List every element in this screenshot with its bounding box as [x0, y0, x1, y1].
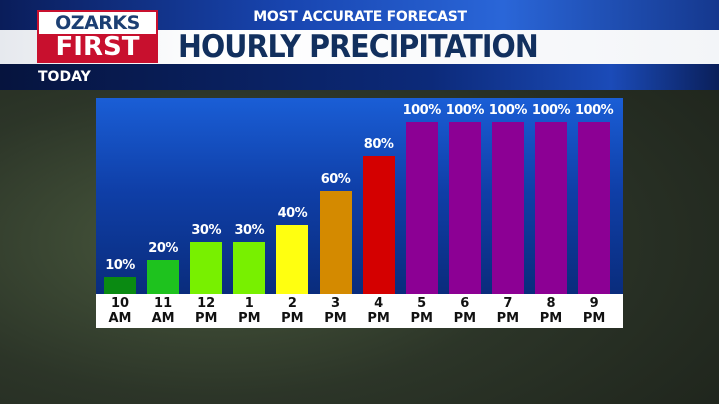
x-tick-line: PM: [324, 311, 347, 326]
x-tick-line: PM: [194, 311, 218, 326]
x-tick-line: AM: [108, 311, 132, 326]
x-tick-line: 6: [460, 296, 470, 311]
section-label: TODAY: [38, 69, 91, 85]
value-label: 80%: [363, 137, 394, 153]
x-tick-line: 8: [546, 296, 556, 311]
bar-7: [405, 122, 438, 294]
value-label: 100%: [531, 103, 571, 118]
logo-line1: OZARKS: [39, 12, 156, 34]
bar-10: [535, 122, 567, 294]
bar-3: [233, 242, 266, 294]
x-tick-label: 2 PM: [270, 296, 314, 326]
value-label: 60%: [320, 171, 351, 187]
station-logo: OZARKS FIRST: [37, 10, 158, 63]
value-label: 100%: [402, 103, 442, 118]
bar-5: [319, 190, 352, 294]
bar-6: [362, 156, 395, 294]
page-title: HOURLY PRECIPITATION: [178, 29, 539, 65]
x-tick-line: 5: [417, 296, 427, 311]
x-tick-line: 12: [197, 296, 216, 311]
bar-4: [276, 225, 309, 294]
precip-chart: 10% 10 AM 20% 11 AM 30% 12 PM 30% 1 PM 40% 2 PM 60% 3 PM 8…: [96, 98, 623, 328]
x-tick-label: 7 PM: [486, 296, 530, 326]
x-tick-line: PM: [281, 311, 304, 326]
value-label: 40%: [277, 206, 308, 222]
x-tick-label: 5 PM: [400, 296, 444, 326]
x-tick-label: 4 PM: [357, 296, 401, 326]
x-tick-line: 1: [244, 296, 254, 311]
x-tick-line: PM: [410, 311, 433, 326]
section-banner: [0, 64, 719, 90]
x-tick-line: 3: [330, 296, 341, 311]
x-tick-line: 7: [503, 296, 513, 311]
x-tick-label: 11 AM: [141, 296, 185, 326]
x-tick-label: 9 PM: [572, 296, 616, 326]
x-tick-label: 8 PM: [529, 296, 573, 326]
x-tick-label: 10 AM: [98, 296, 142, 326]
x-tick-line: PM: [539, 311, 563, 326]
x-tick-line: 11: [154, 296, 173, 311]
value-label: 100%: [575, 103, 614, 118]
x-tick-label: 1 PM: [227, 296, 271, 326]
x-tick-line: PM: [453, 311, 477, 326]
bar-8: [448, 122, 481, 294]
x-tick-label: 3 PM: [314, 296, 358, 326]
x-axis-band: [96, 294, 623, 328]
x-tick-line: PM: [496, 311, 520, 326]
value-label: 10%: [105, 257, 135, 273]
value-label: 100%: [488, 103, 528, 118]
x-tick-line: 2: [287, 296, 297, 311]
x-tick-line: PM: [238, 311, 261, 326]
x-tick-line: 4: [374, 296, 384, 311]
x-tick-line: 9: [589, 296, 599, 311]
bar-9: [491, 122, 524, 294]
logo-line2: FIRST: [39, 34, 156, 61]
x-tick-label: 6 PM: [443, 296, 487, 326]
x-tick-line: PM: [367, 311, 390, 326]
value-label: 30%: [191, 223, 221, 239]
bar-2: [190, 242, 223, 294]
x-tick-line: AM: [151, 311, 175, 326]
bar-11: [578, 122, 611, 294]
value-label: 100%: [445, 103, 485, 118]
x-tick-label: 12 PM: [184, 296, 228, 326]
subtitle: MOST ACCURATE FORECAST: [253, 9, 467, 25]
x-tick-line: 10: [110, 296, 130, 311]
bar-1: [147, 259, 180, 294]
x-tick-line: PM: [582, 311, 606, 326]
value-label: 30%: [234, 223, 265, 239]
value-label: 20%: [148, 240, 178, 256]
bar-0: [104, 276, 136, 294]
